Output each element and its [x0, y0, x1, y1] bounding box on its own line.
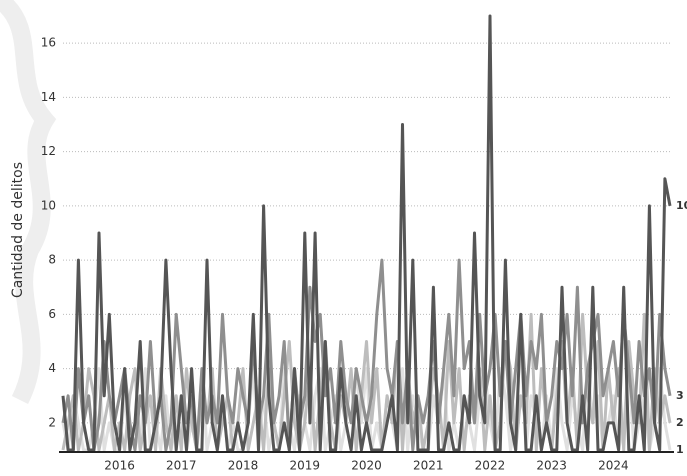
y-tick-label: 8 [48, 253, 56, 267]
x-tick-label: 2024 [598, 459, 629, 473]
y-tick-label: 12 [41, 144, 56, 158]
end-label: 1 [676, 443, 684, 456]
y-tick-label: 6 [48, 307, 56, 321]
y-tick-label: 4 [48, 361, 56, 375]
y-tick-label: 16 [41, 36, 56, 50]
y-tick-label: 10 [41, 198, 56, 212]
series-line [61, 14, 672, 452]
x-tick-label: 2018 [228, 459, 259, 473]
x-tick-label: 2021 [413, 459, 444, 473]
x-tick-label: 2022 [475, 459, 506, 473]
x-tick-label: 2023 [536, 459, 567, 473]
end-label: 2 [676, 416, 684, 429]
ornament [0, 0, 57, 405]
x-tick-label: 2020 [351, 459, 382, 473]
y-axis-title: Cantidad de delitos [10, 162, 26, 298]
y-tick-label: 14 [41, 90, 56, 104]
x-tick-label: 2019 [289, 459, 320, 473]
end-label: 10 [676, 199, 687, 212]
x-tick-label: 2017 [166, 459, 197, 473]
series-line [61, 312, 672, 452]
x-tick-label: 2016 [104, 459, 135, 473]
end-label: 3 [676, 389, 684, 402]
y-tick-label: 2 [48, 415, 56, 429]
